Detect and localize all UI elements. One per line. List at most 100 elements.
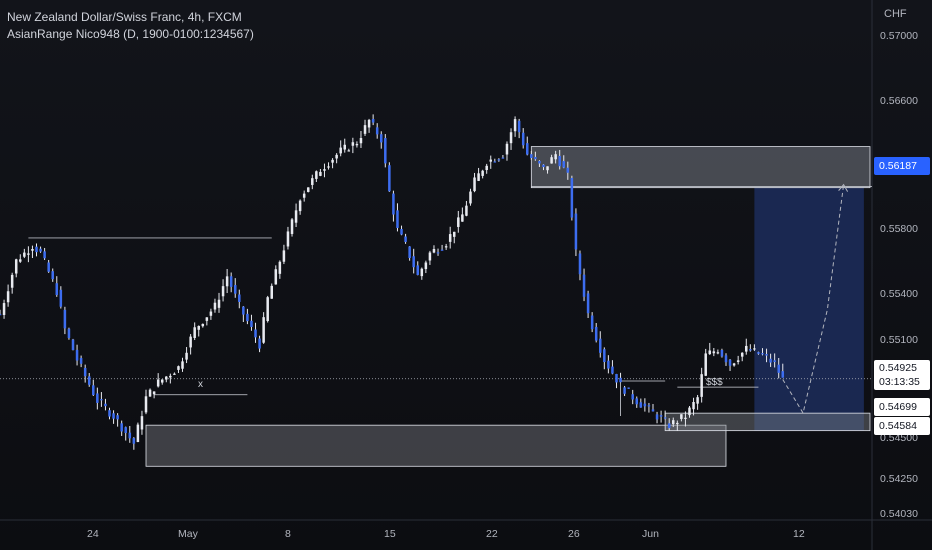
candle-body [27,253,30,255]
candle-body [201,323,205,327]
candle-body [371,119,375,123]
candle-body [262,317,265,343]
candle-body [132,438,136,444]
candle-body [582,274,586,297]
candle-body [546,166,549,171]
candle-body [347,150,351,152]
candle-body [692,402,695,410]
candle-body [0,314,2,316]
candle-body [590,315,594,330]
candle-body [367,119,371,128]
candle-body [461,214,464,222]
candle-body [96,393,99,403]
price-tick: 0.55100 [880,334,918,346]
symbol-title[interactable]: New Zealand Dollar/Swiss Franc, 4h, FXCM [7,10,242,24]
candle-body [384,138,387,164]
last-price-tag[interactable]: 0.54925 03:13:35 [874,360,930,390]
candle-body [51,271,54,280]
candle-body [302,193,306,198]
candle-body [396,210,399,228]
candle-body [505,143,509,155]
candle-body [35,246,38,253]
candle-body [144,396,148,413]
candle-body [148,389,152,397]
candle-body [160,379,164,383]
candle-body [177,366,180,370]
candle-body [444,246,448,248]
candle-body [2,303,6,315]
candle-body [538,160,541,164]
candle-body [315,171,318,179]
candle-body [278,261,282,274]
time-label: May [178,528,198,540]
candle-body [745,345,748,352]
candle-body [534,156,537,160]
candle-body [696,397,699,404]
candle-body [688,407,691,416]
candle-body [43,251,46,259]
candle-body [647,405,651,407]
demand-zone-box [145,424,727,467]
price-tick: 0.55400 [880,288,918,300]
candle-body [611,366,614,374]
candle-body [120,423,123,432]
chart-legend: New Zealand Dollar/Swiss Franc, 4h, FXCM… [7,9,254,43]
candle-body [599,338,602,353]
candle-body [631,394,634,400]
candle-body [10,274,14,288]
candle-body [189,336,192,348]
candle-body [659,415,663,417]
candle-body [781,371,785,378]
candle-body [716,352,720,354]
candle-body [440,249,444,251]
candle-body [242,306,245,315]
candle-body [31,248,34,251]
candle-body [432,249,436,253]
candle-body [513,119,517,132]
candle-body [639,402,643,408]
candle-body [473,177,476,192]
candle-body [578,253,582,275]
candle-body [424,262,428,270]
range-bracket [620,380,666,417]
candle-body [47,262,50,272]
candle-body [63,309,67,329]
candle-body [619,377,622,383]
candle-body [574,213,578,250]
liquidity-annotation[interactable]: $$$ [706,377,723,388]
time-label: 12 [793,528,805,540]
candle-body [667,423,671,429]
indicator-label[interactable]: AsianRange Nico948 (D, 1900-0100:1234567… [7,27,254,41]
candle-body [181,361,184,369]
x-annotation[interactable]: x [198,379,203,390]
candle-body [428,252,432,261]
candle-body [623,387,626,394]
price-tick: 0.56600 [880,95,918,107]
candle-body [282,250,286,262]
box-top-price-tag[interactable]: 0.54699 [874,398,930,416]
candle-body [75,349,79,361]
candle-body [765,354,768,356]
candle-body [375,127,379,135]
target-price-tag[interactable]: 0.56187 [874,157,930,175]
time-label: 15 [384,528,396,540]
last-price-value: 0.54925 [879,362,917,374]
box-bottom-price-tag[interactable]: 0.54584 [874,417,930,435]
candle-body [773,360,776,362]
candle-body [712,351,716,354]
candle-body [193,327,196,338]
candle-body [542,164,545,168]
price-tick: 0.55800 [880,223,918,235]
time-label: 22 [486,528,498,540]
candle-body [197,325,200,330]
candle-body [672,420,675,425]
candle-body [412,256,415,268]
candle-body [736,360,740,362]
candle-body [558,155,561,167]
supply-zone-box [530,146,871,189]
projection-arrow-icon [838,183,849,192]
candle-body [124,427,127,434]
candle-body [87,376,91,385]
